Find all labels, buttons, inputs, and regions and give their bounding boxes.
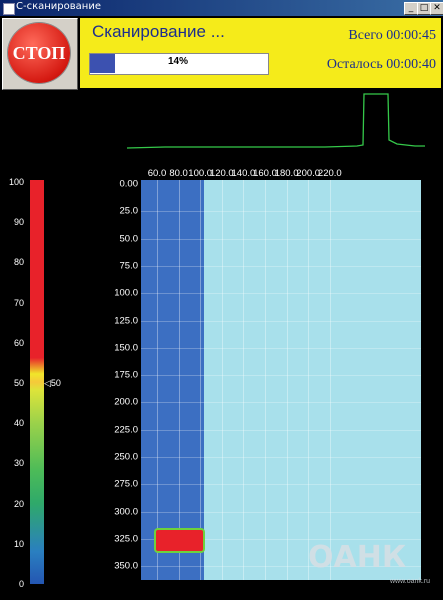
y-tick-label: 200.0 [114,396,138,408]
grid-line-vertical [157,180,158,580]
grid-line-vertical [243,180,245,580]
grid-line-vertical [178,180,180,580]
colorbar-tick-label: 70 [13,297,24,308]
watermark-url: www.oank.ru [390,578,431,585]
grid-line-horizontal [141,265,421,267]
amplitude-colorbar [30,180,44,584]
y-tick-label: 175.0 [114,369,138,381]
x-tick-label: 100.0 [188,168,213,179]
x-tick-label: 200.0 [296,168,321,179]
colorbar-tick-label: 40 [13,418,24,429]
scan-status-title: Сканирование ... [92,22,225,41]
maximize-button[interactable]: □ [417,2,431,15]
grid-line-horizontal [141,293,421,295]
grid-line-horizontal [141,566,421,568]
window-title: С-сканирование [16,1,101,12]
y-tick-label: 225.0 [114,424,138,436]
signal-line [126,93,425,149]
y-tick-label: 325.0 [114,533,138,545]
progress-bar [89,53,269,75]
x-tick-label: 140.0 [231,168,256,179]
y-tick-label: 0.00 [119,178,139,190]
grid-line-horizontal [141,402,421,404]
grid-line-horizontal [141,538,421,540]
colorbar-tick-label: 20 [13,498,24,509]
defect-indication [156,530,203,551]
grid-line-horizontal [141,484,421,486]
grid-line-vertical [221,180,223,580]
remaining-time: Осталось 00:00:40 [326,57,436,72]
x-tick-label: 160.0 [253,168,277,179]
y-tick-label: 75.0 [119,260,139,272]
grid-line-horizontal [141,375,421,377]
y-tick-label: 300.0 [114,506,138,518]
scanned-region [141,180,204,580]
y-tick-label: 150.0 [114,342,138,354]
y-tick-label: 275.0 [114,478,138,490]
y-tick-label: 100.0 [114,287,138,299]
threshold-marker[interactable]: ◁50 [44,378,61,389]
grid-line-horizontal [141,320,421,322]
app-icon [3,3,15,15]
colorbar-tick-label: 10 [13,538,24,549]
y-tick-label: 350.0 [114,560,138,572]
colorbar-tick-label: 30 [13,458,24,469]
x-tick-label: 120.0 [209,168,234,179]
grid-line-vertical [329,180,331,580]
colorbar-tick-label: 60 [13,337,24,348]
grid-line-horizontal [141,211,421,213]
colorbar-tick-label: 80 [13,257,24,268]
threshold-marker-label: 50 [50,378,61,388]
y-tick-label: 25.0 [119,205,139,217]
x-tick-label: 220.0 [317,168,342,179]
colorbar-tick-label: 90 [13,217,24,228]
grid-line-horizontal [141,347,421,349]
colorbar-tick-label: 100 [8,177,24,187]
y-tick-label: 50.0 [119,233,139,245]
colorbar-tick-label: 0 [18,579,24,589]
grid-line-vertical [265,180,266,580]
grid-line-vertical [200,180,202,580]
grid-line-horizontal [141,457,421,458]
x-tick-label: 180.0 [274,168,299,179]
minimize-button[interactable]: _ [404,2,418,15]
progress-fill [90,54,115,73]
colorbar-tick-label: 50 [13,378,24,388]
y-tick-label: 125.0 [114,315,138,326]
window-titlebar[interactable]: С-сканирование _ □ ✕ [0,0,443,16]
grid-line-vertical [286,180,288,580]
grid-line-horizontal [141,238,421,240]
close-button[interactable]: ✕ [430,2,443,15]
grid-line-horizontal [141,429,421,431]
x-tick-label: 60.0 [147,168,167,179]
stop-button[interactable]: СТОП [8,23,70,83]
y-tick-label: 250.0 [114,451,138,463]
signal-trace [126,93,425,149]
x-tick-label: 80.0 [169,168,188,179]
total-time: Всего 00:00:45 [348,28,436,43]
grid-line-horizontal [141,511,421,513]
threshold-arrow-icon: ◁ [44,378,51,388]
grid-line-vertical [308,180,310,580]
watermark-logo: ОАНК [308,540,407,575]
progress-label: 14% [167,56,188,67]
